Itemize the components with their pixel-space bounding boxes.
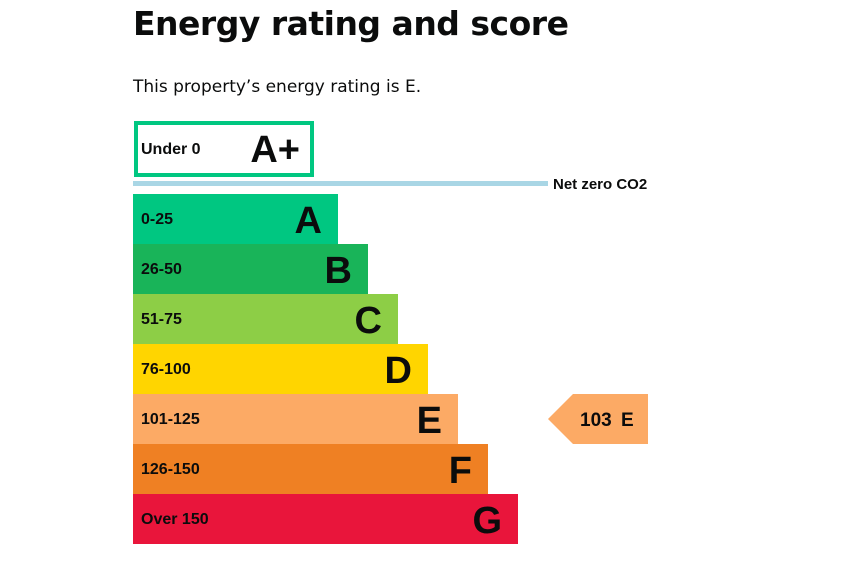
band-d-bar — [133, 344, 428, 394]
band-c-bar — [133, 294, 398, 344]
band-c-range: 51-75 — [141, 311, 182, 328]
band-c-letter: C — [355, 300, 382, 342]
current-rating-arrow — [548, 394, 648, 444]
band-e-letter: E — [417, 400, 442, 442]
band-a-letter: A — [295, 200, 322, 242]
current-rating-score: 103 — [580, 410, 612, 431]
band-f-range: 126-150 — [141, 461, 200, 478]
band-a-plus-box — [134, 121, 314, 177]
band-f-bar — [133, 444, 488, 494]
band-b-range: 26-50 — [141, 261, 182, 278]
current-rating-letter: E — [621, 410, 634, 431]
energy-rating-summary: This property’s energy rating is E. — [133, 77, 422, 97]
band-e-range: 101-125 — [141, 411, 200, 428]
band-g-bar — [133, 494, 518, 544]
net-zero-line — [133, 181, 548, 186]
band-a-plus-range: Under 0 — [141, 141, 201, 158]
net-zero-label: Net zero CO2 — [553, 176, 647, 193]
band-a-plus-letter: A+ — [250, 129, 300, 171]
band-b-bar — [133, 244, 368, 294]
band-d-letter: D — [385, 350, 412, 392]
page-title: Energy rating and score — [133, 4, 569, 43]
band-g-letter: G — [472, 500, 502, 542]
band-b-letter: B — [325, 250, 352, 292]
band-g-range: Over 150 — [141, 511, 209, 528]
band-a-bar — [133, 194, 338, 244]
band-e-bar — [133, 394, 458, 444]
band-f-letter: F — [449, 450, 472, 492]
band-a-range: 0-25 — [141, 211, 173, 228]
band-d-range: 76-100 — [141, 361, 191, 378]
